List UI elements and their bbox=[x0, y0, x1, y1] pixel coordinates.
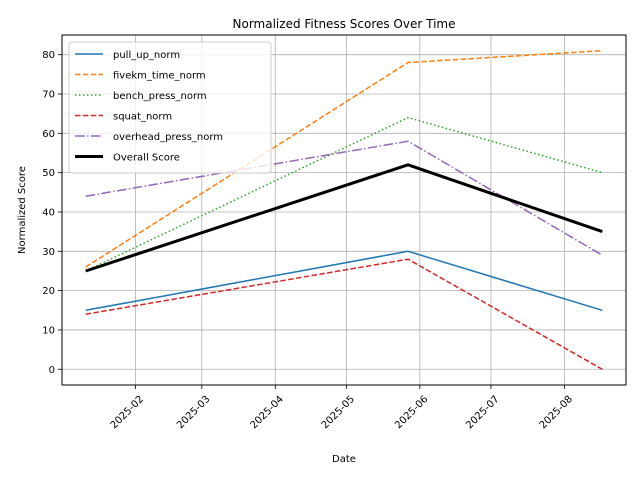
series-line-overhead-press-norm bbox=[85, 140, 603, 256]
y-tick-label: 80 bbox=[42, 50, 55, 61]
legend: pull_up_norm fivekm_time_norm bench_press_… bbox=[68, 41, 272, 174]
y-tick-label: 50 bbox=[42, 168, 55, 179]
y-tick-label: 60 bbox=[42, 129, 55, 140]
legend-label: bench_press_norm bbox=[113, 91, 207, 102]
y-tick-label: 30 bbox=[42, 247, 55, 258]
plot-frame bbox=[61, 34, 627, 386]
chart-title: Normalized Fitness Scores Over Time bbox=[233, 17, 456, 31]
y-tick-label: 20 bbox=[42, 286, 55, 297]
y-tick-label: 0 bbox=[49, 365, 55, 376]
grid bbox=[62, 35, 626, 385]
y-axis-ticks: 0 10 20 30 40 50 60 70 80 bbox=[42, 50, 62, 376]
legend-box bbox=[68, 41, 272, 174]
y-tick-label: 10 bbox=[42, 325, 55, 336]
legend-label: Overall Score bbox=[113, 153, 180, 164]
y-axis-label: Normalized Score bbox=[17, 166, 28, 254]
series-line-pull-up-norm bbox=[85, 250, 603, 312]
series-line-squat-norm bbox=[85, 258, 603, 370]
legend-label: overhead_press_norm bbox=[113, 132, 223, 143]
y-tick-label: 40 bbox=[42, 207, 55, 218]
series-line-fivekm-time-norm bbox=[85, 49, 603, 268]
legend-label: squat_norm bbox=[113, 112, 172, 123]
series-lines bbox=[85, 49, 603, 370]
y-tick-label: 70 bbox=[42, 89, 55, 100]
series-line-bench-press-norm bbox=[85, 116, 603, 272]
x-axis-label: Date bbox=[332, 454, 356, 465]
legend-label: pull_up_norm bbox=[113, 50, 180, 61]
legend-label: fivekm_time_norm bbox=[113, 71, 206, 82]
series-line-overall-score bbox=[85, 163, 603, 273]
